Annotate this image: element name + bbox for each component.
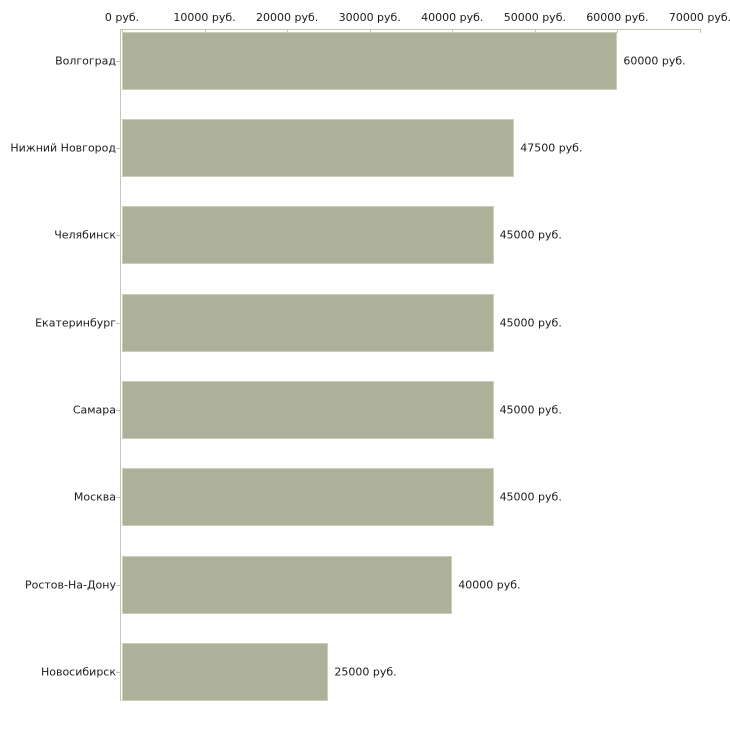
- x-axis-line: [121, 29, 701, 30]
- x-axis-tick: [700, 29, 701, 33]
- bar: [122, 118, 515, 177]
- y-axis-line: [120, 29, 121, 701]
- category-label: Волгоград: [55, 54, 116, 67]
- value-label: 45000 руб.: [499, 490, 562, 504]
- bar: [122, 380, 494, 439]
- y-axis-tick: [116, 584, 121, 586]
- y-axis-tick: [116, 235, 121, 237]
- y-axis-tick: [116, 409, 121, 411]
- x-axis-tick-label: 0 руб.: [104, 11, 140, 24]
- x-axis-tick: [617, 29, 619, 33]
- x-axis-tick-label: 40000 руб.: [421, 11, 484, 24]
- x-axis-tick: [204, 29, 206, 33]
- value-label: 40000 руб.: [458, 578, 521, 592]
- x-axis-tick: [122, 29, 123, 33]
- category-label: Екатеринбург: [35, 316, 116, 330]
- category-label: Самара: [72, 403, 116, 417]
- bar: [122, 293, 494, 352]
- value-label: 45000 руб.: [499, 228, 562, 242]
- x-axis-tick-label: 30000 руб.: [338, 11, 401, 24]
- x-axis-tick-label: 70000 руб.: [668, 11, 730, 24]
- y-axis-tick: [116, 60, 121, 62]
- bar: [122, 642, 329, 701]
- bar: [122, 31, 618, 90]
- x-axis-tick: [534, 29, 536, 33]
- x-axis-tick-label: 20000 руб.: [256, 11, 319, 24]
- x-axis-tick: [287, 29, 289, 33]
- y-axis-tick: [116, 671, 121, 673]
- value-label: 45000 руб.: [499, 403, 562, 417]
- y-axis-tick: [116, 147, 121, 149]
- bar: [122, 206, 494, 265]
- value-label: 45000 руб.: [499, 316, 562, 330]
- category-label: Новосибирск: [40, 665, 116, 679]
- value-label: 25000 руб.: [334, 665, 397, 679]
- category-label: Челябинск: [54, 228, 116, 242]
- category-label: Москва: [73, 490, 116, 504]
- bar: [122, 555, 453, 614]
- x-axis-tick-label: 10000 руб.: [173, 11, 236, 24]
- y-axis-tick: [116, 322, 121, 324]
- x-axis-tick-label: 60000 руб.: [586, 11, 649, 24]
- category-label: Ростов-На-Дону: [24, 578, 116, 592]
- value-label: 47500 руб.: [520, 141, 583, 155]
- x-axis-tick-label: 50000 руб.: [503, 11, 566, 24]
- x-axis-tick: [369, 29, 371, 33]
- bar: [122, 468, 494, 527]
- x-axis-tick: [452, 29, 454, 33]
- category-label: Нижний Новгород: [10, 141, 116, 155]
- value-label: 60000 руб.: [623, 54, 686, 67]
- y-axis-tick: [116, 497, 121, 499]
